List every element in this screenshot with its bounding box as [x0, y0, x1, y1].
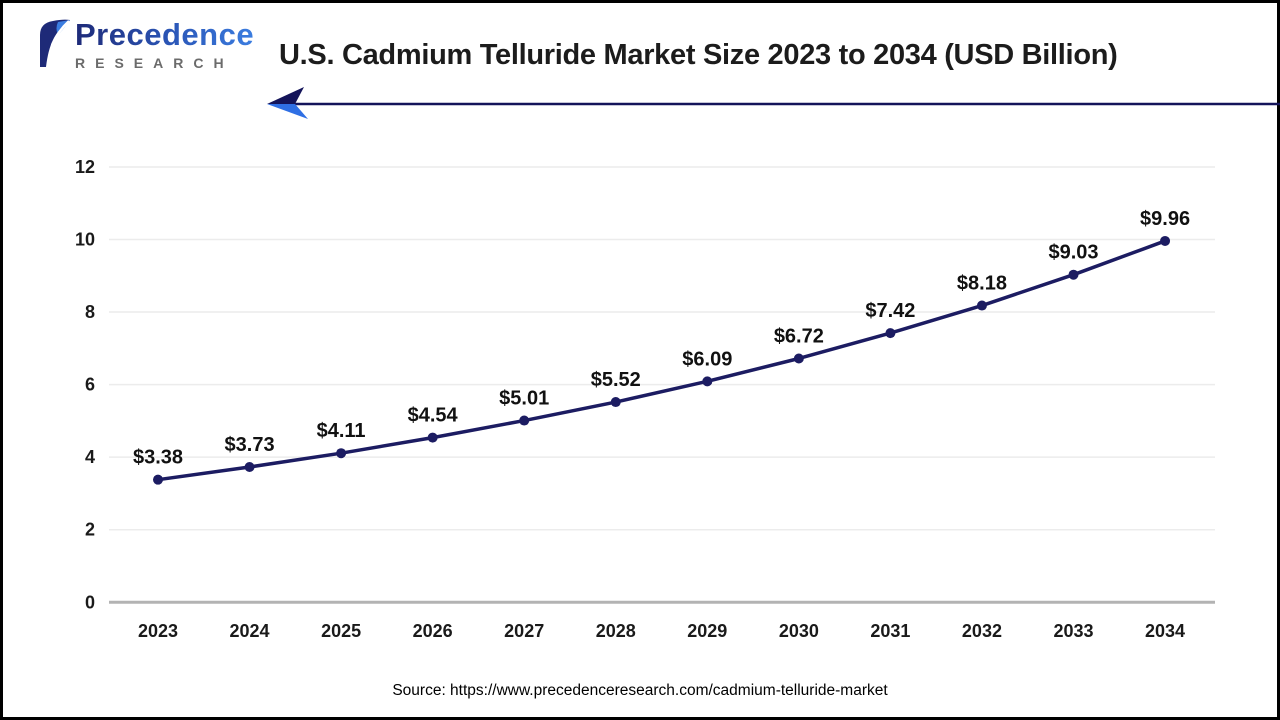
data-label: $3.38 [133, 447, 183, 469]
data-label: $3.73 [225, 434, 275, 456]
data-point [519, 415, 530, 426]
x-tick-label: 2029 [687, 621, 727, 641]
data-label: $7.42 [865, 300, 915, 322]
data-point [610, 397, 621, 408]
x-tick-label: 2030 [779, 621, 819, 641]
x-tick-label: 2027 [504, 621, 544, 641]
y-tick-label: 12 [75, 157, 95, 177]
x-tick-label: 2025 [321, 621, 361, 641]
x-tick-label: 2034 [1145, 621, 1185, 641]
data-label: $9.03 [1048, 242, 1098, 264]
x-tick-label: 2023 [138, 621, 178, 641]
brand-name: Precedence [75, 17, 255, 52]
y-tick-label: 2 [85, 520, 95, 540]
arrow-head-bottom [267, 104, 308, 119]
data-label: $4.54 [408, 405, 459, 427]
data-label: $5.01 [499, 388, 549, 410]
left-arrow-rule [267, 87, 1280, 119]
data-point [153, 474, 163, 485]
data-point [336, 448, 347, 459]
data-point [244, 461, 255, 472]
brand-logo: Precedence RESEARCH [33, 17, 255, 71]
x-tick-label: 2032 [962, 621, 1002, 641]
brand-subtitle: RESEARCH [75, 54, 234, 71]
leaf-icon [40, 19, 70, 67]
y-tick-label: 6 [85, 375, 95, 395]
data-point [793, 353, 804, 364]
data-label: $9.96 [1140, 208, 1190, 230]
x-tick-label: 2031 [870, 621, 910, 641]
data-label: $6.72 [774, 325, 824, 347]
x-tick-label: 2024 [230, 621, 270, 641]
data-label: $8.18 [957, 273, 1007, 295]
data-point [885, 328, 896, 339]
data-point [427, 432, 438, 443]
x-tick-label: 2028 [596, 621, 636, 641]
y-tick-label: 10 [75, 230, 95, 250]
data-point [1068, 269, 1079, 280]
data-point [702, 376, 713, 387]
y-tick-label: 4 [85, 447, 95, 467]
line-chart: 0 2 4 6 8 10 12 $3.38 2023 $3.73 2024 $4.11 2025 $4.5… [75, 157, 1215, 641]
x-tick-label: 2026 [413, 621, 453, 641]
source-text: Source: https://www.precedenceresearch.c… [392, 682, 888, 699]
arrow-head-top [267, 87, 304, 104]
trend-line [156, 239, 1167, 482]
y-tick-label: 0 [85, 592, 95, 612]
y-tick-label: 8 [85, 302, 95, 322]
data-label: $5.52 [591, 369, 641, 391]
x-tick-label: 2033 [1053, 621, 1093, 641]
data-label: $6.09 [682, 348, 732, 370]
data-point [1160, 235, 1171, 246]
data-point [976, 300, 987, 311]
data-label: $4.11 [317, 420, 366, 442]
page-title: U.S. Cadmium Telluride Market Size 2023 … [279, 39, 1118, 71]
